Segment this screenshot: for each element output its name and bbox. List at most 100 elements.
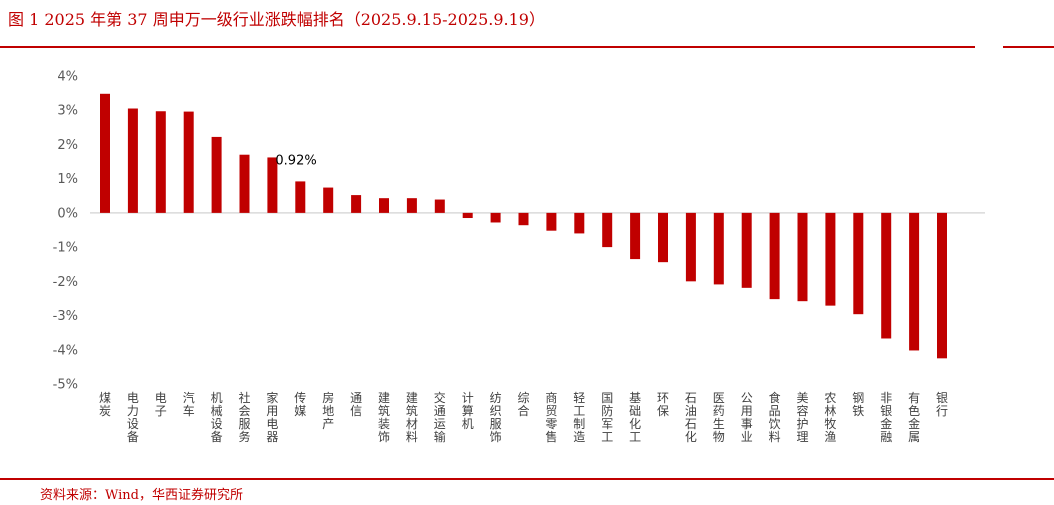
x-tick-char: 计: [462, 391, 474, 405]
x-tick-char: 色: [908, 404, 920, 418]
x-tick-char: 油: [685, 404, 697, 418]
x-tick-char: 械: [211, 403, 223, 418]
x-tick-char: 饮: [769, 417, 781, 431]
bar: [239, 154, 250, 213]
bar: [853, 212, 864, 315]
data-label: 0.92%: [275, 153, 316, 168]
x-tick-char: 务: [238, 429, 250, 444]
y-tick-label: -4%: [53, 343, 78, 358]
x-tick-char: 美: [796, 391, 808, 405]
bar: [183, 111, 194, 213]
bars: [100, 93, 947, 359]
bar: [546, 212, 557, 231]
x-tick-label: 电子: [155, 391, 167, 418]
x-tick-char: 饰: [378, 430, 390, 444]
x-tick-char: 输: [434, 429, 446, 444]
x-tick-char: 理: [796, 430, 808, 444]
bar: [797, 212, 808, 302]
x-tick-char: 非: [880, 391, 892, 405]
x-tick-char: 银: [936, 391, 948, 405]
x-tick-char: 设: [127, 417, 139, 431]
bar: [406, 198, 417, 213]
bar: [267, 157, 278, 213]
x-tick-char: 公: [741, 391, 753, 405]
x-tick-label: 传媒: [294, 390, 306, 418]
title-rule: [0, 46, 975, 48]
x-tick-char: 电: [127, 391, 139, 405]
x-tick-char: 础: [629, 404, 641, 418]
bar: [909, 212, 920, 351]
x-tick-char: 筑: [378, 403, 390, 418]
x-tick-char: 媒: [294, 404, 306, 418]
x-tick-char: 纺: [490, 391, 502, 405]
bar: [685, 212, 696, 282]
x-tick-char: 合: [517, 403, 529, 418]
x-tick-char: 贸: [545, 404, 557, 418]
bar: [490, 212, 501, 223]
x-tick-char: 工: [629, 430, 641, 444]
bar: [211, 136, 222, 213]
x-tick-char: 机: [211, 391, 223, 405]
x-tick-label: 钢铁: [852, 391, 864, 418]
x-tick-char: 融: [880, 430, 892, 444]
x-tick-char: 饰: [490, 430, 502, 444]
x-tick-char: 信: [350, 404, 362, 418]
y-tick-label: 1%: [57, 172, 78, 187]
x-tick-char: 制: [573, 417, 585, 431]
x-tick-char: 工: [601, 430, 613, 444]
y-tick-label: 4%: [57, 70, 78, 85]
x-tick-char: 零: [545, 417, 557, 431]
x-tick-char: 房: [322, 390, 334, 405]
bar: [518, 212, 529, 226]
x-tick-char: 筑: [406, 403, 418, 418]
bar: [937, 212, 947, 359]
x-tick-char: 有: [908, 391, 920, 405]
x-tick-char: 容: [796, 403, 808, 418]
x-tick-char: 装: [378, 417, 390, 431]
x-tick-char: 保: [657, 404, 669, 418]
x-tick-char: 铁: [852, 404, 864, 418]
x-tick-char: 银: [880, 404, 892, 418]
x-tick-char: 备: [211, 430, 223, 444]
x-tick-char: 车: [183, 403, 195, 418]
x-tick-char: 产: [322, 417, 334, 431]
bar: [323, 187, 334, 213]
x-tick-char: 属: [908, 430, 920, 444]
x-tick-char: 轻: [573, 391, 585, 405]
x-tick-char: 医: [713, 391, 725, 405]
x-tick-char: 品: [769, 404, 781, 418]
x-tick-char: 牧: [824, 417, 836, 431]
x-tick-char: 农: [824, 391, 836, 405]
x-tick-char: 金: [880, 416, 892, 431]
x-tick-char: 林: [824, 404, 836, 418]
bar: [379, 198, 389, 213]
x-tick-label: 计算机: [462, 391, 474, 431]
data-labels: 0.92%: [275, 153, 316, 168]
x-tick-char: 钢: [852, 391, 864, 405]
bar: [630, 212, 641, 260]
y-tick-label: 3%: [57, 104, 78, 119]
bar: [155, 111, 166, 213]
x-tick-label: 房地产: [322, 390, 334, 431]
x-tick-char: 物: [713, 430, 725, 444]
x-tick-char: 备: [127, 430, 139, 444]
y-tick-label: 2%: [57, 138, 78, 153]
x-tick-char: 料: [406, 430, 418, 444]
y-tick-label: -1%: [53, 241, 78, 256]
x-tick-char: 服: [238, 417, 250, 431]
bar-chart: 4%3%2%1%0%-1%-2%-3%-4%-5% 煤炭电力设备电子汽车机械设备…: [53, 70, 985, 444]
bar: [881, 212, 892, 339]
x-tick-char: 行: [936, 404, 948, 418]
x-tick-char: 事: [741, 417, 753, 431]
x-tick-char: 建: [378, 391, 390, 405]
